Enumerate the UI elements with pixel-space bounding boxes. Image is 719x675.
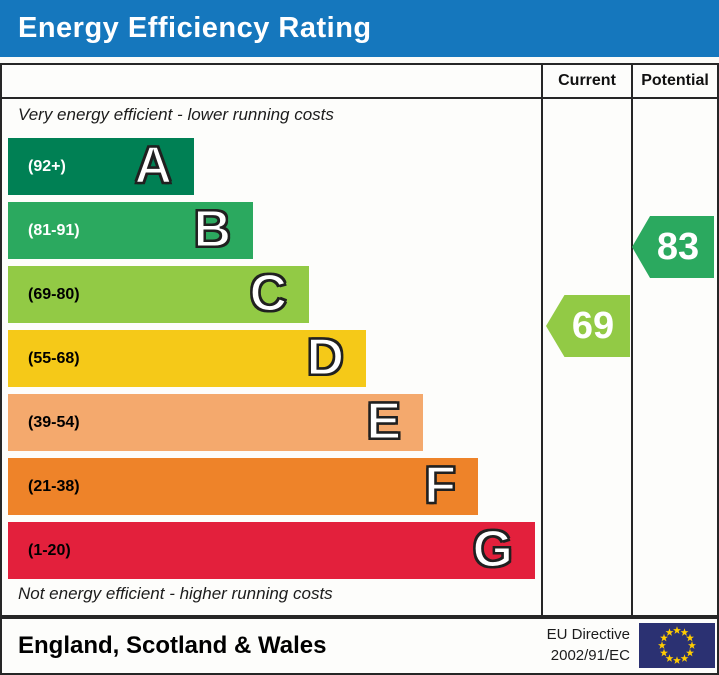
eu-flag-stars xyxy=(658,626,696,664)
band-a: (92+) A xyxy=(8,138,194,195)
band-e: (39-54) E xyxy=(8,394,423,451)
band-f-range: (21-38) xyxy=(28,477,80,495)
footer: England, Scotland & Wales EU Directive 2… xyxy=(0,617,719,675)
band-a-range: (92+) xyxy=(28,157,66,175)
eu-directive-text: EU Directive 2002/91/EC xyxy=(432,624,630,666)
band-c-range: (69-80) xyxy=(28,285,80,303)
band-d-range: (55-68) xyxy=(28,349,80,367)
band-e-letter: E xyxy=(365,391,402,450)
page-title: Energy Efficiency Rating xyxy=(18,12,372,44)
current-rating-value: 69 xyxy=(571,304,615,347)
eu-directive-line1: EU Directive xyxy=(546,626,630,643)
band-c: (69-80) C xyxy=(8,266,309,323)
potential-rating-value: 83 xyxy=(656,225,700,268)
band-f-letter: F xyxy=(423,455,457,514)
region-label: England, Scotland & Wales xyxy=(18,632,327,659)
header-separator xyxy=(2,97,717,99)
band-c-letter: C xyxy=(248,263,288,322)
eu-directive-line2: 2002/91/EC xyxy=(550,647,630,664)
current-rating-arrow: 69 xyxy=(546,295,630,357)
band-g: (1-20) G xyxy=(8,522,535,579)
bottom-caption: Not energy efficient - higher running co… xyxy=(18,584,333,603)
band-a-letter: A xyxy=(133,135,173,194)
eu-flag-icon xyxy=(639,623,715,668)
current-column-divider xyxy=(541,65,543,615)
top-caption: Very energy efficient - lower running co… xyxy=(18,105,334,124)
current-column-header: Current xyxy=(558,72,616,89)
band-f: (21-38) F xyxy=(8,458,478,515)
potential-column-divider xyxy=(631,65,633,615)
title-bar: Energy Efficiency Rating xyxy=(0,0,719,57)
band-b-letter: B xyxy=(192,199,232,258)
band-g-letter: G xyxy=(472,519,514,578)
band-b-range: (81-91) xyxy=(28,221,80,239)
band-d-letter: D xyxy=(305,327,345,386)
potential-rating-arrow: 83 xyxy=(632,216,714,278)
band-e-range: (39-54) xyxy=(28,413,80,431)
potential-column-header: Potential xyxy=(641,72,709,89)
band-b: (81-91) B xyxy=(8,202,253,259)
band-g-range: (1-20) xyxy=(28,541,71,559)
band-d: (55-68) D xyxy=(8,330,366,387)
